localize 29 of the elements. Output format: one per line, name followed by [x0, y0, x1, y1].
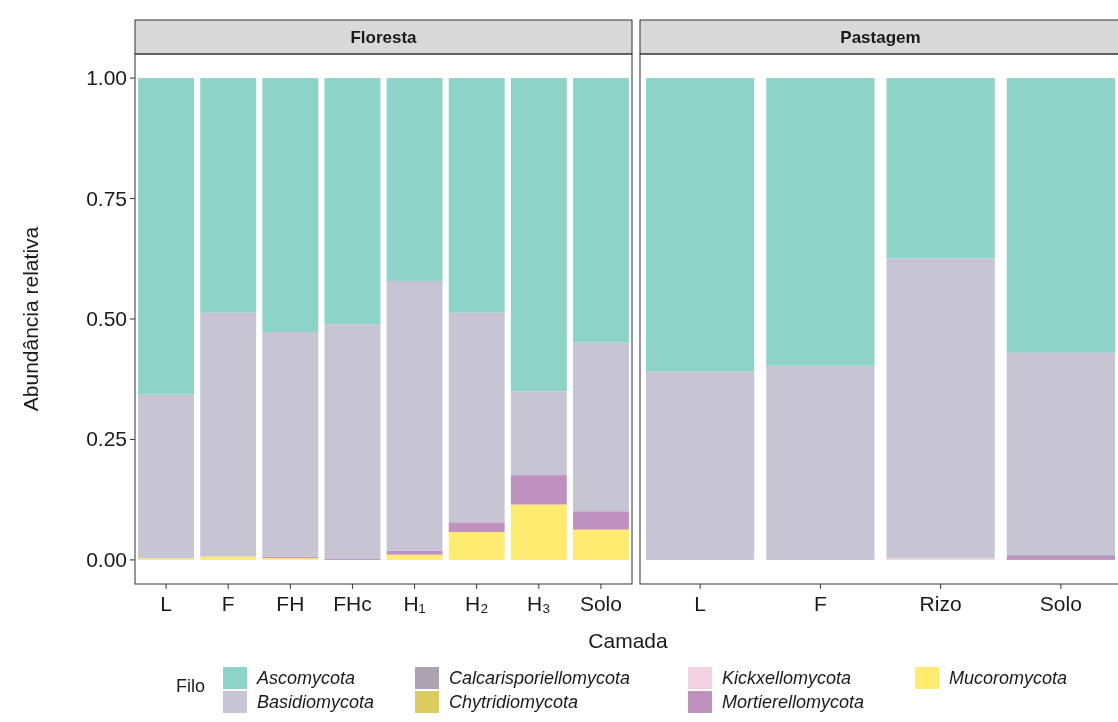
legend-label: Ascomycota — [256, 668, 356, 688]
chart-title: Pastagem — [840, 28, 921, 47]
x-tick-label: F — [813, 592, 827, 615]
y-tick-label: 0.00 — [86, 547, 127, 571]
x-tick-label: L — [160, 592, 172, 615]
legend-label: Kickxellomycota — [722, 668, 852, 688]
x-axis-title: Camada — [588, 629, 668, 652]
x-tick-label: FHc — [333, 592, 372, 615]
legend-label: Calcarisporiellomycota — [449, 668, 631, 688]
legend-label: Mucoromycota — [949, 668, 1068, 688]
x-tick-label: F — [221, 592, 235, 615]
legend-label: Chytridiomycota — [449, 692, 579, 712]
y-axis-title: Abundância relativa — [19, 226, 42, 412]
y-tick-label: 0.25 — [86, 427, 127, 451]
y-tick-label: 0.75 — [86, 186, 127, 210]
x-tick-label: H₂ — [465, 592, 489, 615]
legend-label: Mortierellomycota — [722, 692, 865, 712]
x-tick-label: Rizo — [919, 592, 962, 615]
legend-title: Filo — [176, 676, 206, 696]
chart-title: Floresta — [350, 28, 418, 47]
x-tick-label: H₃ — [526, 592, 551, 615]
x-tick-label: FH — [276, 592, 305, 615]
x-tick-label: Solo — [579, 592, 622, 615]
y-tick-label: 0.50 — [86, 307, 127, 330]
x-tick-label: Solo — [1039, 592, 1082, 615]
x-tick-label: L — [694, 592, 706, 615]
x-tick-label: H₁ — [403, 592, 426, 615]
legend-label: Basidiomycota — [257, 692, 375, 712]
y-tick-label: 1.00 — [86, 66, 127, 90]
